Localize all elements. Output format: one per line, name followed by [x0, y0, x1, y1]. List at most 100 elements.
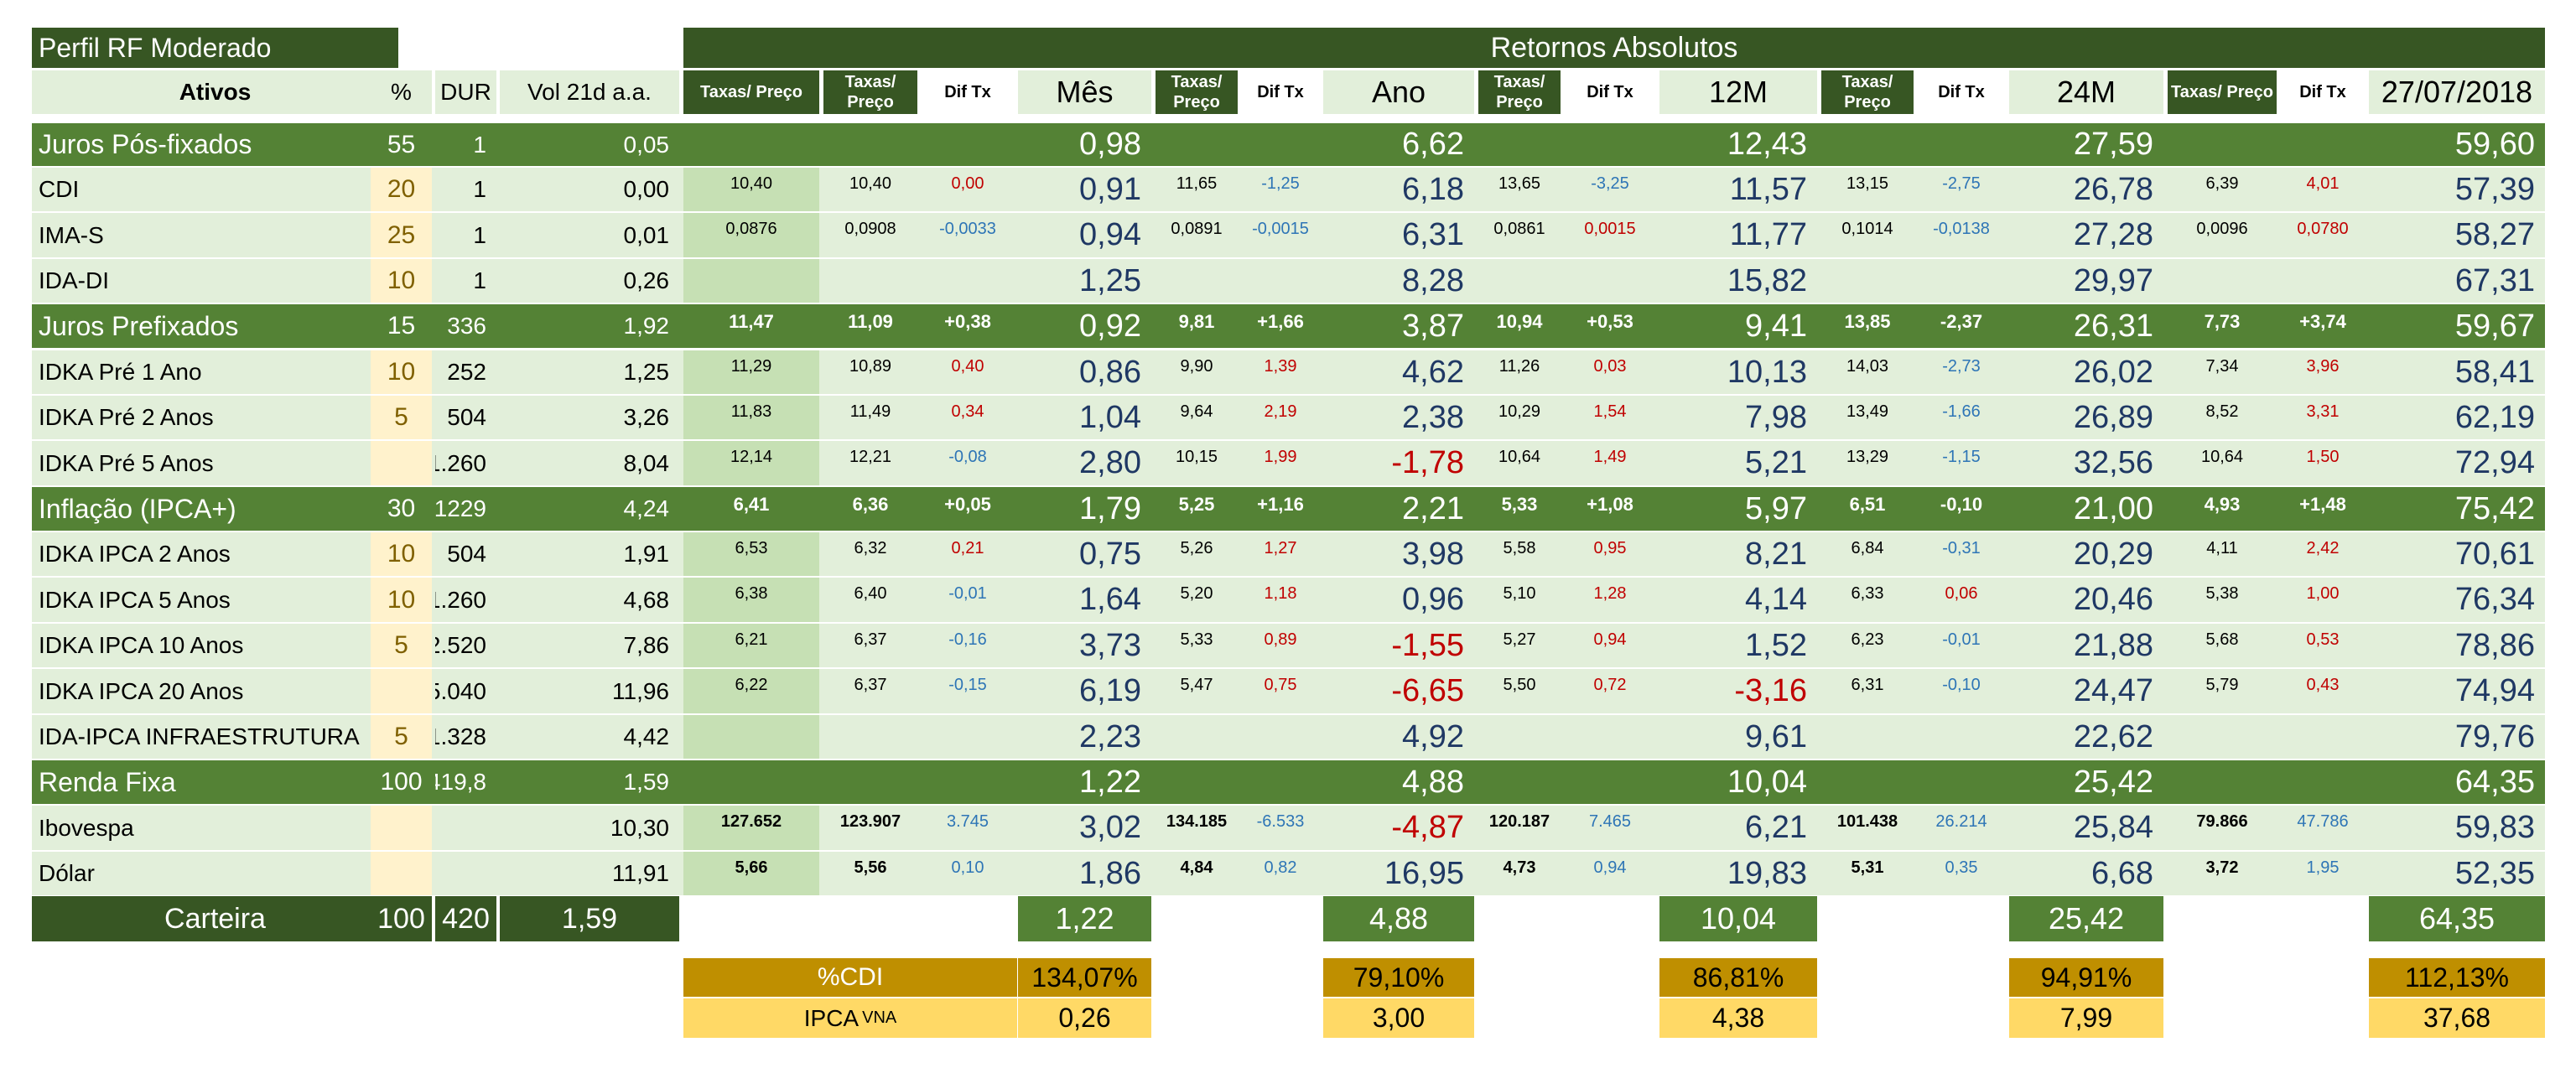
rate-value: 5,26: [1180, 539, 1213, 557]
return-value: 6,31: [1402, 217, 1464, 252]
return-value: 58,27: [2454, 217, 2535, 252]
rate-value: [1478, 259, 1561, 303]
return-value: 75,42: [2454, 490, 2535, 526]
return-value: 2,23: [1079, 718, 1141, 754]
col-ativos: Ativos: [32, 70, 398, 114]
return-value: 62,19: [2454, 399, 2535, 435]
return-value: 1,79: [1079, 490, 1141, 526]
dif-tx-value: -0,0138: [1933, 220, 1990, 238]
asset-pct: 5: [371, 624, 432, 667]
dif-tx-value: [1918, 760, 2005, 804]
asset-name: IDKA IPCA 20 Anos: [39, 677, 244, 704]
rate-value: 14,03: [1846, 357, 1889, 376]
dif-tx-value: 0,82: [1264, 858, 1297, 877]
dif-tx-value: 3,96: [2306, 357, 2340, 376]
dif-tx-value: [1242, 760, 1319, 804]
dif-tx-value: 0,94: [1593, 858, 1627, 877]
asset-pct: 25: [371, 213, 432, 257]
rate-value: 4,84: [1180, 858, 1213, 877]
dif-tx-value: [1565, 123, 1655, 166]
return-value: 32,56: [2073, 445, 2153, 480]
dif-tx-value: 26.214: [1935, 812, 1987, 831]
dif-tx-value: -0,08: [948, 448, 987, 466]
return-value: 78,86: [2454, 627, 2535, 663]
pct-cdi-value: 134,07%: [1018, 958, 1151, 997]
rate-value: [1821, 760, 1914, 804]
rate-value: [1821, 123, 1914, 166]
dif-tx-value: [1565, 760, 1655, 804]
rate-value: 6,33: [1851, 584, 1884, 603]
rate-value: [823, 123, 917, 166]
col-dif-tx: Dif Tx: [2281, 70, 2365, 114]
return-value: 0,94: [1079, 217, 1141, 252]
dif-tx-value: 0,21: [951, 539, 984, 557]
rate-value: 13,65: [1498, 174, 1541, 193]
return-value: 1,25: [1079, 262, 1141, 298]
asset-name: IDKA IPCA 5 Anos: [39, 586, 231, 613]
rate-value: [2168, 760, 2277, 804]
dif-tx-value: 0,53: [2306, 630, 2340, 649]
dif-tx-value: 2,19: [1264, 402, 1297, 421]
ipca-vna-value: 4,38: [1659, 998, 1817, 1038]
asset-vol: 11,91: [500, 852, 679, 895]
ipca-vna-label: IPCA VNA: [683, 998, 1017, 1038]
dif-tx-value: 1,99: [1264, 448, 1297, 466]
return-value: 27,59: [2073, 127, 2153, 162]
asset-vol: 1,59: [500, 760, 679, 804]
dif-tx-value: -0,16: [948, 630, 987, 649]
dif-tx-value: -1,15: [1942, 448, 1981, 466]
asset-dur: 1.260: [435, 441, 496, 485]
asset-dur: 1.328: [435, 715, 496, 759]
rate-value: 5,56: [854, 858, 887, 877]
return-value: 6,62: [1402, 127, 1464, 162]
pct-cdi-value: 94,91%: [2009, 958, 2163, 997]
return-value: 64,35: [2454, 764, 2535, 800]
rate-value: 9,81: [1178, 311, 1215, 332]
dif-tx-value: +1,16: [1257, 494, 1304, 515]
return-value: 26,31: [2073, 308, 2153, 344]
asset-pct: 10: [371, 350, 432, 394]
rate-value: 4,73: [1503, 858, 1536, 877]
asset-dur: 1229: [435, 487, 496, 531]
rate-value: 5,33: [1180, 630, 1213, 649]
rate-value: 6,37: [854, 630, 887, 649]
asset-pct: 100: [371, 760, 432, 804]
col-taxas-preco: Taxas/ Preço: [683, 70, 819, 114]
return-value: 2,80: [1079, 445, 1141, 480]
rate-value: 123.907: [839, 812, 901, 831]
dif-tx-value: 7.465: [1588, 812, 1632, 831]
ipca-label: IPCA: [803, 1004, 860, 1031]
col-vol: Vol 21d a.a.: [500, 70, 679, 114]
col-taxas-preco: Taxas/ Preço: [823, 70, 917, 114]
rate-value: [1156, 760, 1238, 804]
dif-tx-value: +0,05: [944, 494, 991, 515]
rate-value: 6,23: [1851, 630, 1884, 649]
rate-value: 3,72: [2205, 858, 2239, 877]
rate-value: [1478, 715, 1561, 759]
asset-pct: 15: [371, 304, 432, 348]
rate-value: [683, 259, 819, 303]
asset-dur: [435, 806, 496, 850]
dif-tx-value: 0,34: [951, 402, 984, 421]
rate-value: [1478, 760, 1561, 804]
return-value: 29,97: [2073, 262, 2153, 298]
dif-tx-value: 0,40: [951, 357, 984, 376]
asset-dur: 336: [435, 304, 496, 348]
return-value: 6,19: [1079, 673, 1141, 708]
col-pct: %: [371, 70, 432, 114]
return-value: 4,62: [1402, 354, 1464, 390]
rate-value: 9,90: [1180, 357, 1213, 376]
dif-tx-value: 2,42: [2306, 539, 2340, 557]
dif-tx-value: [2281, 760, 2365, 804]
rate-value: [823, 715, 917, 759]
return-value: 70,61: [2454, 536, 2535, 572]
return-value: 2,38: [1402, 399, 1464, 435]
return-value: 25,42: [2073, 764, 2153, 800]
dif-tx-value: 3.745: [946, 812, 989, 831]
profile-title: Perfil RF Moderado: [32, 28, 398, 68]
dif-tx-value: [1242, 123, 1319, 166]
rate-value: 8,52: [2205, 402, 2239, 421]
col-ano: Ano: [1323, 70, 1474, 114]
rate-value: 5,68: [2205, 630, 2239, 649]
asset-vol: 0,00: [500, 168, 679, 211]
